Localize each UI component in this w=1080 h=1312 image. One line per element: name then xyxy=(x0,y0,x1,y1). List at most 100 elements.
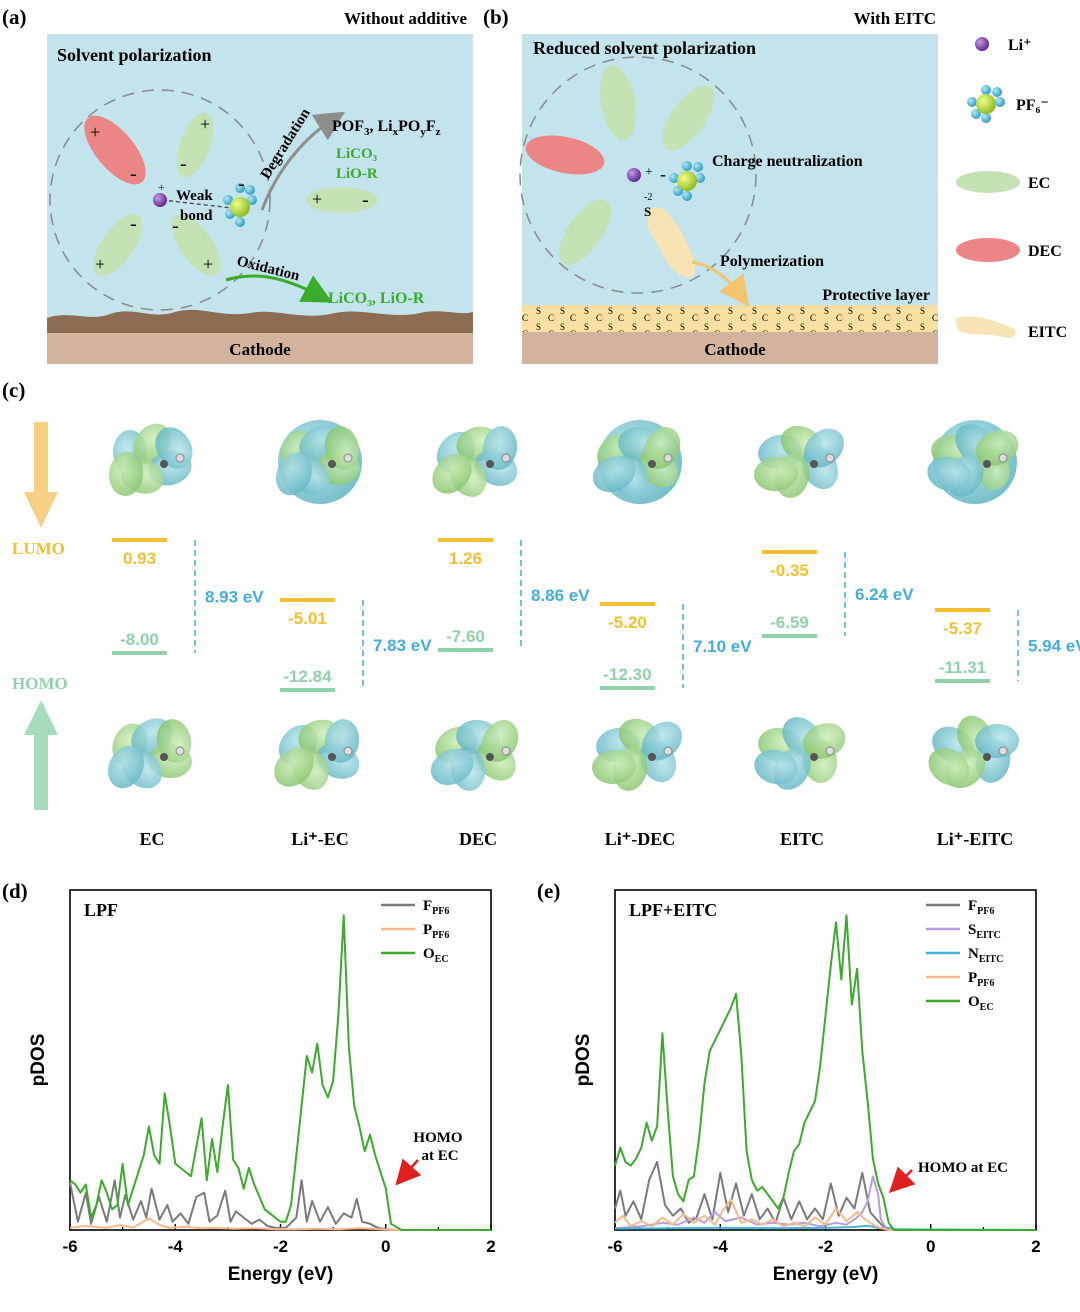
x-tick-label: -2 xyxy=(818,1237,833,1256)
lumo-value: -5.01 xyxy=(288,609,327,628)
svg-text:+: + xyxy=(645,165,653,180)
lumo-label: LUMO xyxy=(12,539,65,558)
x-tick-label: -6 xyxy=(607,1237,622,1256)
lumo-value: -5.37 xyxy=(943,619,982,638)
legend-eitc-icon xyxy=(955,316,1016,338)
panel-a-electrolyte-box xyxy=(47,34,473,364)
protective-layer-label: Protective layer xyxy=(822,287,930,304)
x-tick-label: 2 xyxy=(1031,1237,1040,1256)
legend-entry: FPF6 xyxy=(968,898,994,917)
molecule-name: Li⁺-EC xyxy=(291,829,349,849)
legend-entry: OEC xyxy=(423,946,449,965)
homo-value: -6.59 xyxy=(770,613,809,632)
pf6-anion-b xyxy=(669,161,705,201)
polymerization-label: Polymerization xyxy=(720,253,824,270)
oxidation-arrow xyxy=(225,274,333,303)
series-line-f-pf6 xyxy=(614,1161,1036,1231)
gap-value: 8.86 eV xyxy=(531,586,590,605)
series-line-s-eitc xyxy=(614,1175,1036,1231)
x-tick-label: -6 xyxy=(62,1237,77,1256)
panel-b-letter: (b) xyxy=(483,5,509,29)
solvation-shell-b xyxy=(519,56,757,294)
annotation-text: HOMO at EC xyxy=(918,1160,1008,1176)
svg-text:-: - xyxy=(238,173,245,195)
lumo-arrow xyxy=(24,492,58,528)
series-line-o-ec xyxy=(614,914,1036,1231)
charge-neutralization-label: Charge neutralization xyxy=(712,153,863,170)
homo-value: -8.00 xyxy=(120,630,159,649)
orbital-isosurface xyxy=(592,420,682,504)
legend-entry: PPF6 xyxy=(423,922,449,941)
molecule-name: Li⁺-DEC xyxy=(605,829,676,849)
svg-text:-: - xyxy=(180,153,187,175)
gap-value: 6.24 eV xyxy=(855,585,914,604)
svg-text:-: - xyxy=(660,164,666,184)
degradation-products: POF3, LixPOyFz xyxy=(332,118,441,138)
legend-entry: FPF6 xyxy=(423,898,449,917)
annotation-line-1: HOMO xyxy=(413,1130,462,1146)
lumo-value: -0.35 xyxy=(770,561,809,580)
x-tick-label: 2 xyxy=(486,1237,495,1256)
orbital-isosurface xyxy=(754,425,844,498)
svg-text:bond: bond xyxy=(180,208,213,224)
orbital-isosurface xyxy=(108,423,193,496)
svg-text:-2: -2 xyxy=(644,192,652,203)
panel-a-title: Solvent polarization xyxy=(57,45,212,65)
homo-value: -11.31 xyxy=(939,658,986,677)
sulfur-label: S xyxy=(644,204,651,219)
panel-b-condition: With EITC xyxy=(854,9,936,28)
molecule-name: EC xyxy=(139,829,164,849)
legend-ec-icon xyxy=(956,171,1020,193)
x-tick-label: -4 xyxy=(713,1237,729,1256)
chart-title: LPF+EITC xyxy=(629,900,717,920)
panel-e-letter: (e) xyxy=(537,879,560,903)
orbital-isosurface xyxy=(928,715,1019,789)
series-line-f-pf6 xyxy=(69,1179,491,1231)
legend-entry: NEITC xyxy=(968,946,1003,965)
homo-value: -12.30 xyxy=(603,665,651,684)
legend-dec-icon xyxy=(956,238,1020,262)
orbital-isosurface xyxy=(592,718,682,791)
panel-a-letter: (a) xyxy=(2,5,27,29)
series-line-p-pf6 xyxy=(69,1217,491,1231)
svg-text:+: + xyxy=(90,122,100,142)
legend-pf6-icon xyxy=(967,85,1005,123)
polymerization-arrow xyxy=(691,260,750,307)
plot-frame xyxy=(69,889,492,1231)
orbital-isosurface xyxy=(274,719,360,790)
li-ion-a xyxy=(153,193,167,207)
oxidation-products: LiCO₃, LiO-R xyxy=(328,290,425,307)
legend-entry: OEC xyxy=(968,994,994,1013)
cathode-label-b: Cathode xyxy=(704,340,766,359)
x-tick-label: -2 xyxy=(273,1237,288,1256)
x-axis-label: Energy (eV) xyxy=(773,1264,879,1285)
orbital-isosurface xyxy=(927,420,1019,504)
lumo-value: -5.20 xyxy=(608,613,647,632)
svg-text:-: - xyxy=(362,189,369,211)
li-ion-b xyxy=(627,168,641,182)
solvation-shell-a xyxy=(49,89,271,311)
svg-text:PF₆⁻: PF₆⁻ xyxy=(1016,97,1049,114)
panel-d-letter: (d) xyxy=(2,879,28,903)
svg-text:EC: EC xyxy=(1028,175,1050,192)
gap-value: 8.93 eV xyxy=(205,588,264,607)
lumo-value: 0.93 xyxy=(123,549,156,568)
cathode-surface-a xyxy=(47,309,473,334)
svg-text:+: + xyxy=(200,114,210,134)
y-axis-label: pDOS xyxy=(28,1034,49,1087)
dec-molecule xyxy=(84,115,146,185)
plot-frame xyxy=(614,889,1037,1231)
svg-text:+: + xyxy=(95,254,105,274)
ec-molecule xyxy=(176,112,214,178)
series-line-o-ec xyxy=(69,914,491,1231)
y-axis-label: pDOS xyxy=(573,1034,594,1087)
legend-entry: PPF6 xyxy=(968,970,994,989)
svg-text:-: - xyxy=(130,213,137,235)
ec-molecule xyxy=(171,214,221,276)
svg-text:Li⁺: Li⁺ xyxy=(1008,37,1032,54)
pdos-chart-lpf-eitc: -6 -4 -2 0 2 Energy (eV) pDOS LPF+EITC FPF6 SEITC… xyxy=(573,889,1041,1285)
eitc-molecule xyxy=(648,206,696,278)
legend-entry: SEITC xyxy=(968,922,1001,941)
gap-value: 7.83 eV xyxy=(373,636,432,655)
ec-molecule xyxy=(306,187,378,213)
